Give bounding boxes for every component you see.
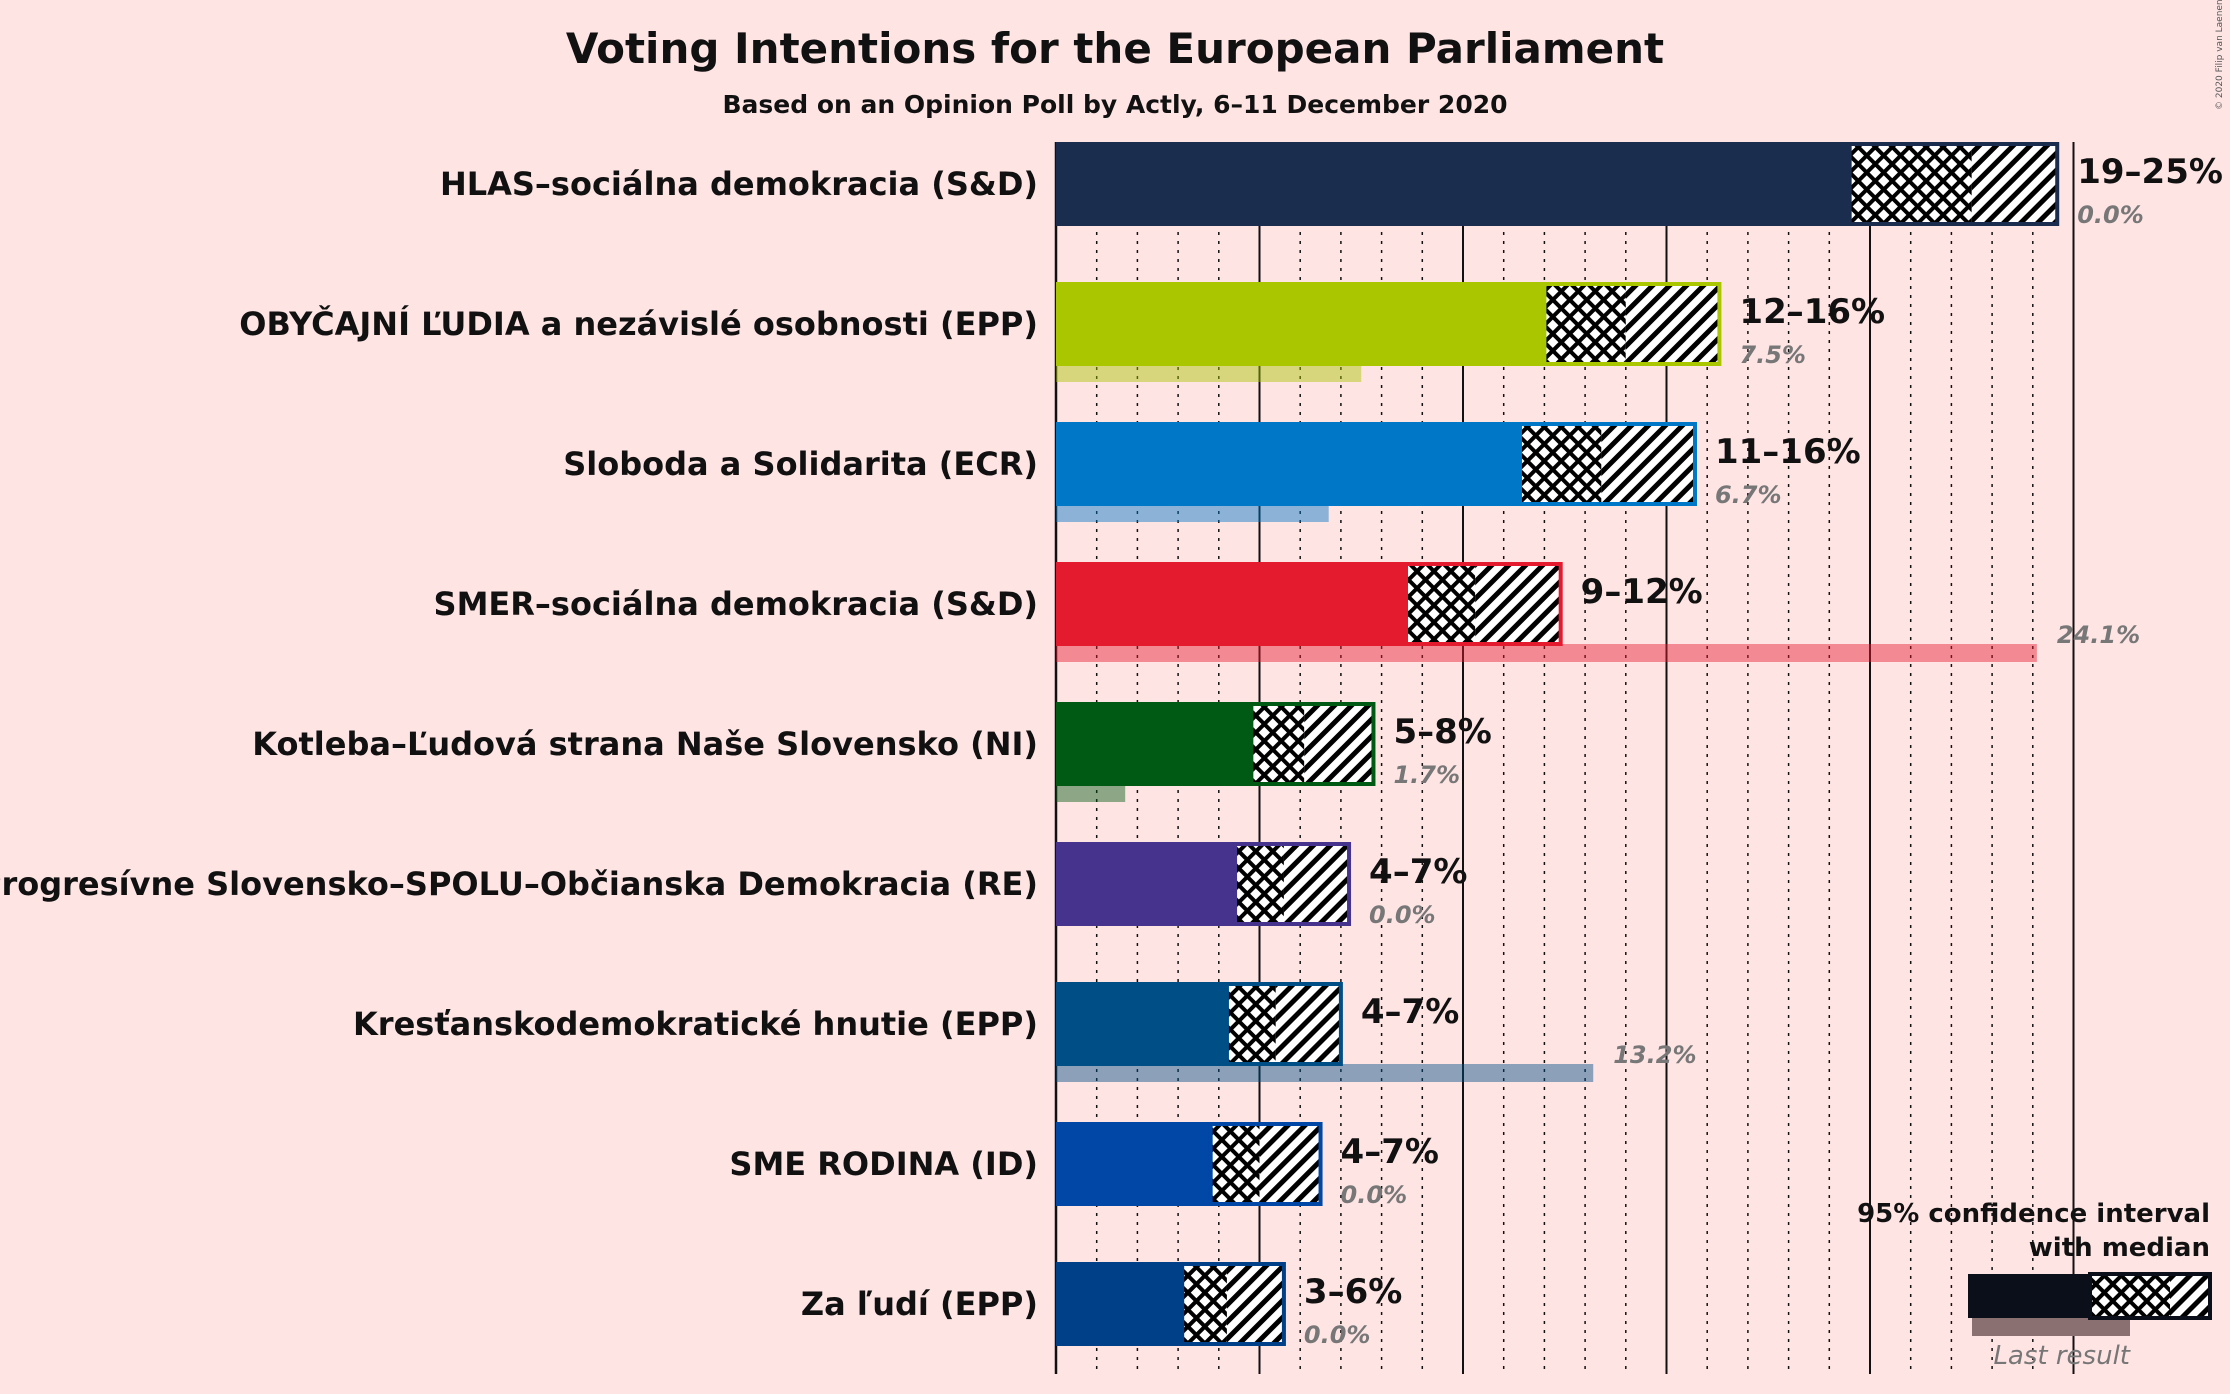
bar-ci-lower (1406, 562, 1476, 646)
bar-ci-upper (1226, 1262, 1284, 1346)
bar-ci-outline (1249, 702, 1376, 786)
last-result-label: 24.1% (2057, 621, 2140, 649)
bar-solid (1056, 1262, 1183, 1346)
party-row: OBYČAJNÍ ĽUDIA a nezávislé osobnosti (EP… (239, 282, 1885, 382)
last-result-bar (1056, 1064, 1594, 1082)
legend-ci-line1: 95% confidence interval (1857, 1199, 2210, 1229)
range-label: 4–7% (1341, 1132, 1439, 1172)
range-label: 4–7% (1369, 852, 1467, 892)
legend-ci-line2: with median (2029, 1233, 2210, 1263)
last-result-bar (1056, 644, 2037, 662)
bar-ci-upper (1304, 702, 1374, 786)
party-label: SME RODINA (ID) (729, 1145, 1038, 1183)
bar-solid (1056, 982, 1227, 1066)
bar-ci-upper (1475, 562, 1561, 646)
last-result-label: 0.0% (1369, 901, 1436, 929)
bar-ci-outline (1224, 982, 1343, 1066)
party-row: SMER–sociálna demokracia (S&D) 9–12% 24.1% (434, 562, 2140, 662)
bar-ci-upper (1259, 1122, 1321, 1206)
legend-diagonal-hatch (2170, 1274, 2210, 1318)
bar-ci-upper (1275, 982, 1341, 1066)
chart-title: Voting Intentions for the European Parli… (566, 24, 1664, 73)
range-label: 5–8% (1393, 712, 1491, 752)
bar-ci-outline (1208, 1122, 1323, 1206)
party-bars: HLAS–sociálna demokracia (S&D) 19–25% 0.0%… (0, 142, 2223, 1349)
party-label: HLAS–sociálna demokracia (S&D) (440, 165, 1038, 203)
bar-solid (1056, 422, 1520, 506)
range-label: 9–12% (1581, 572, 1703, 612)
bar-ci-lower (1849, 142, 1972, 226)
bar-ci-lower (1210, 1122, 1260, 1206)
last-result-label: 1.7% (1393, 761, 1460, 789)
range-label: 12–16% (1739, 292, 1885, 332)
legend-solid-bar (1968, 1274, 2090, 1318)
last-result-label: 7.5% (1739, 341, 1806, 369)
bar-ci-lower (1226, 982, 1276, 1066)
copyright-note: © 2020 Filip van Laenen (2215, 0, 2225, 110)
range-label: 3–6% (1304, 1272, 1402, 1312)
party-row: Progresívne Slovensko–SPOLU–Občianska De… (0, 842, 1467, 929)
bar-ci-outline (1180, 1262, 1286, 1346)
party-label: Kotleba–Ľudová strana Naše Slovensko (NI… (252, 725, 1038, 763)
bar-ci-upper (1601, 422, 1695, 506)
legend: 95% confidence interval with median Last… (1857, 1199, 2212, 1371)
range-label: 11–16% (1715, 432, 1861, 472)
legend-cross-hatch (2090, 1274, 2170, 1318)
bar-solid (1056, 702, 1252, 786)
bar-solid (1056, 1122, 1211, 1206)
legend-ci-outline (2088, 1272, 2212, 1320)
party-label: OBYČAJNÍ ĽUDIA a nezávislé osobnosti (EP… (239, 304, 1038, 343)
range-label: 4–7% (1361, 992, 1459, 1032)
last-result-label: 0.0% (2077, 201, 2144, 229)
party-row: Kotleba–Ľudová strana Naše Slovensko (NI… (252, 702, 1492, 802)
bar-ci-outline (1233, 842, 1352, 926)
bar-solid (1056, 562, 1407, 646)
bar-ci-upper (1283, 842, 1350, 926)
bar-ci-lower (1519, 422, 1602, 506)
last-result-label: 0.0% (1341, 1181, 1408, 1209)
range-label: 19–25% (2077, 152, 2223, 192)
bar-solid (1056, 142, 1850, 226)
bar-ci-lower (1544, 282, 1626, 366)
party-row: Za ľudí (EPP) 3–6% 0.0% (801, 1262, 1402, 1349)
party-label: Sloboda a Solidarita (ECR) (563, 445, 1038, 483)
chart-subtitle: Based on an Opinion Poll by Actly, 6–11 … (722, 90, 1507, 119)
bar-solid (1056, 282, 1545, 366)
bar-ci-upper (1625, 282, 1720, 366)
party-label: Za ľudí (EPP) (801, 1285, 1038, 1323)
bar-ci-lower (1235, 842, 1284, 926)
last-result-bar (1056, 504, 1329, 522)
party-row: HLAS–sociálna demokracia (S&D) 19–25% 0.0% (440, 142, 2223, 229)
bar-ci-upper (1971, 142, 2058, 226)
bar-ci-outline (1542, 282, 1722, 366)
bar-ci-outline (1847, 142, 2060, 226)
legend-last-result-label: Last result (1993, 1341, 2130, 1371)
party-label: SMER–sociálna demokracia (S&D) (434, 585, 1038, 623)
bar-ci-lower (1251, 702, 1305, 786)
party-row: Sloboda a Solidarita (ECR) 11–16% 6.7% (563, 422, 1861, 522)
party-label: Progresívne Slovensko–SPOLU–Občianska De… (0, 865, 1038, 903)
last-result-label: 0.0% (1304, 1321, 1371, 1349)
last-result-label: 13.2% (1613, 1041, 1696, 1069)
last-result-bar (1056, 784, 1126, 802)
bar-solid (1056, 842, 1236, 926)
last-result-label: 6.7% (1715, 481, 1782, 509)
bar-ci-lower (1182, 1262, 1227, 1346)
party-row: Kresťanskodemokratické hnutie (EPP) 4–7% 1… (353, 982, 1697, 1082)
party-row: SME RODINA (ID) 4–7% 0.0% (729, 1122, 1439, 1209)
bar-ci-outline (1404, 562, 1563, 646)
last-result-bar (1056, 364, 1362, 382)
party-label: Kresťanskodemokratické hnutie (EPP) (353, 1005, 1038, 1043)
bar-ci-outline (1517, 422, 1697, 506)
